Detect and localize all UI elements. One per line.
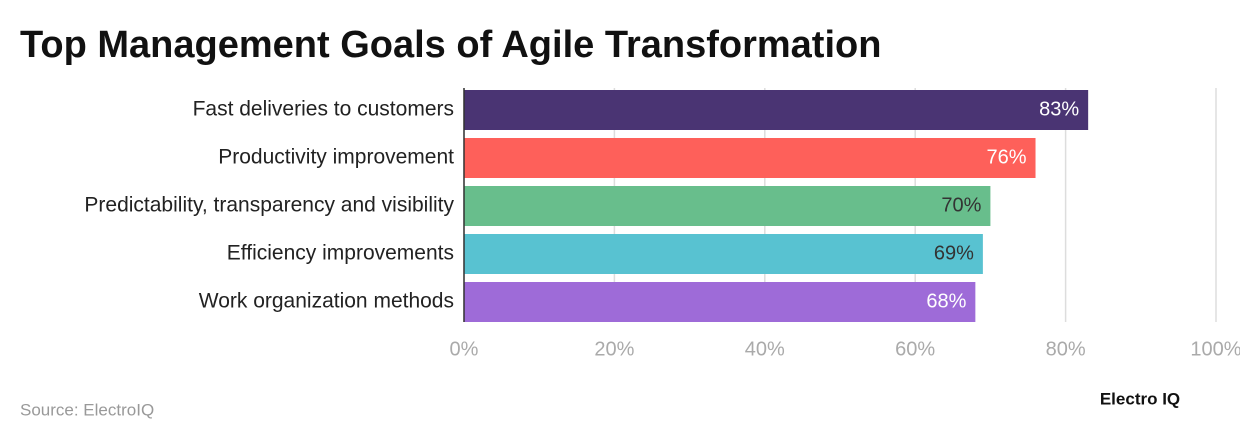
x-tick-label: 100% (1190, 338, 1240, 360)
y-tick-label: Productivity improvement (218, 146, 454, 169)
source: Source: ElectroIQ (20, 400, 154, 419)
y-tick-label: Efficiency improvements (227, 242, 454, 265)
logo: Electro IQ (1100, 389, 1180, 408)
bar (464, 186, 991, 226)
x-tick-label: 40% (745, 338, 785, 360)
x-tick-label: 0% (450, 338, 479, 360)
value-label: 70% (941, 194, 981, 216)
x-tick-label: 20% (594, 338, 634, 360)
bar (464, 90, 1089, 130)
bar (464, 282, 976, 322)
y-tick-label: Work organization methods (199, 290, 454, 313)
value-label: 76% (986, 146, 1026, 168)
x-tick-label: 60% (895, 338, 935, 360)
y-tick-label: Fast deliveries to customers (193, 98, 454, 121)
bar (464, 138, 1036, 178)
chart-title: Top Management Goals of Agile Transforma… (20, 24, 881, 66)
bar (464, 234, 983, 274)
y-tick-label: Predictability, transparency and visibil… (84, 194, 454, 217)
value-label: 69% (934, 242, 974, 264)
value-label: 68% (926, 290, 966, 312)
value-label: 83% (1039, 98, 1079, 120)
x-tick-label: 80% (1046, 338, 1086, 360)
